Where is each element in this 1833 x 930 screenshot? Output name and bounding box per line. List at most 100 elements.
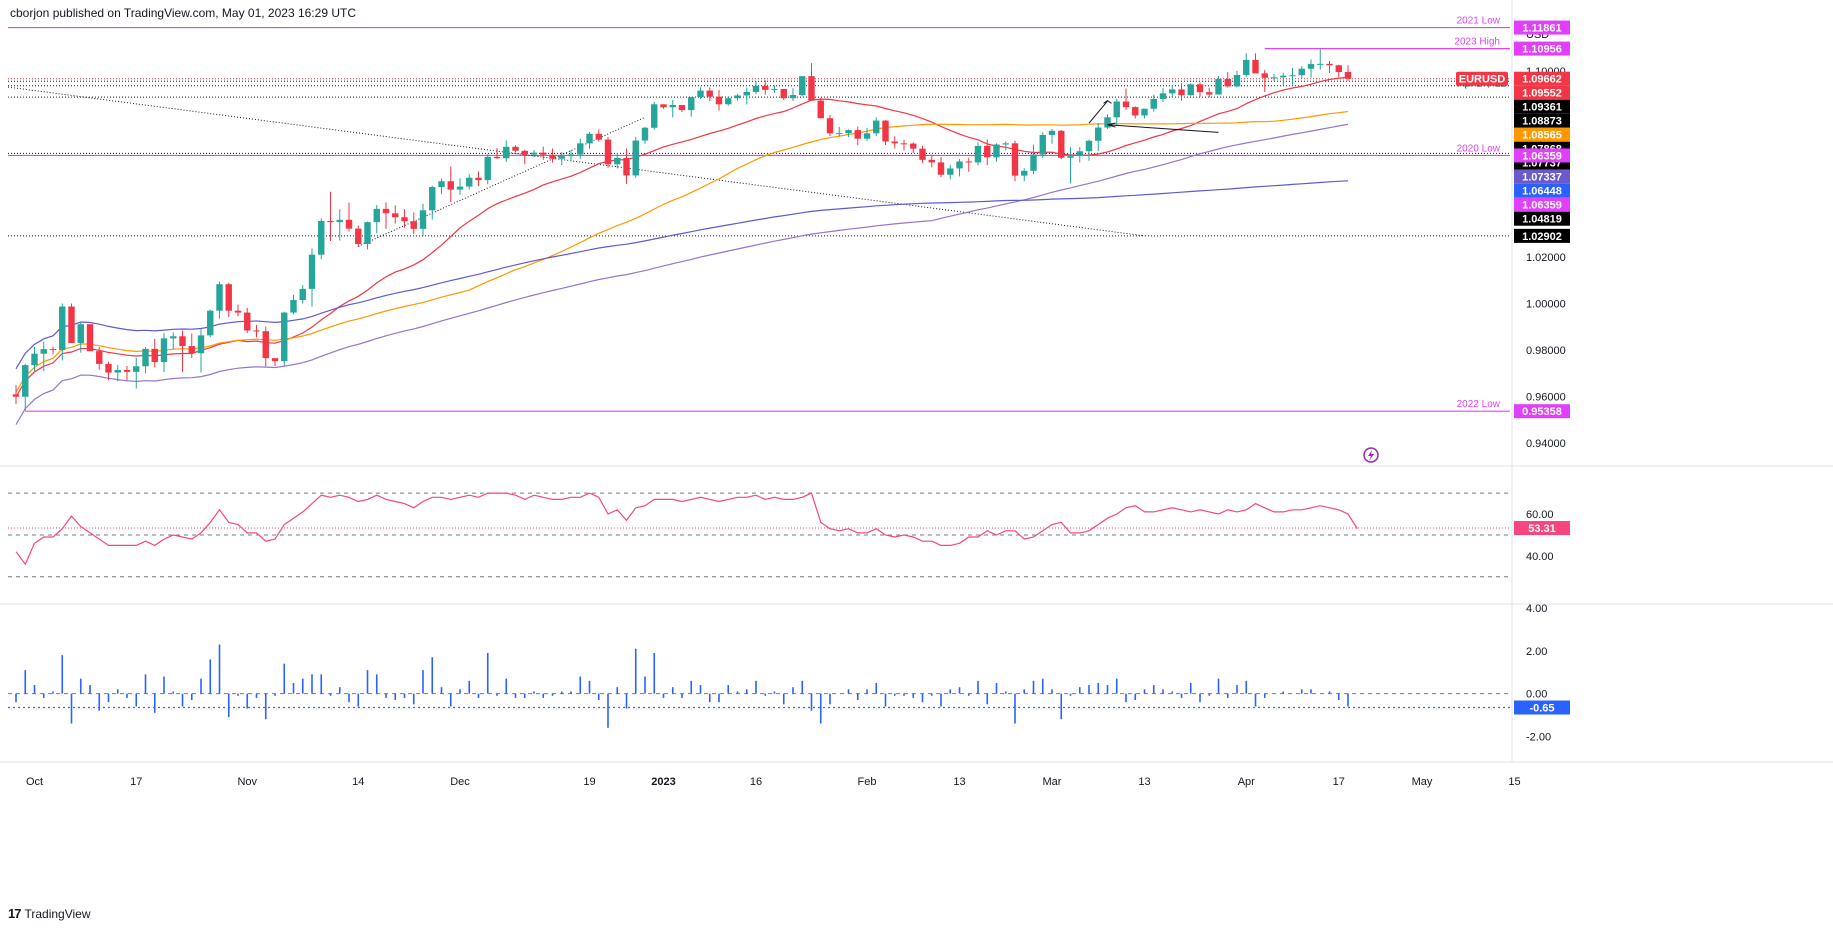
time-tick-label: 13 [1138, 776, 1150, 788]
candle-body [1002, 143, 1009, 145]
rsi-tick-label: 60.00 [1526, 509, 1554, 521]
candle-body [447, 181, 454, 190]
candle-body [697, 90, 704, 98]
candle-body [345, 219, 353, 229]
candle-body [1233, 75, 1241, 87]
up-arrow-head [1103, 99, 1112, 104]
price-tag-label: 1.06448 [1522, 186, 1562, 198]
candle-body [567, 154, 575, 157]
candle-body [1067, 156, 1074, 158]
candle-body [873, 120, 880, 134]
candle-body [623, 157, 630, 176]
candle-body [225, 284, 232, 311]
sma-100-line [15, 123, 1349, 425]
candle-body [651, 104, 658, 128]
candle-body [382, 208, 390, 214]
candle-body [1187, 84, 1194, 96]
hist-tick-label: -2.00 [1526, 731, 1551, 743]
candle-body [410, 221, 417, 229]
candle-body [77, 324, 84, 344]
lightning-icon [1363, 447, 1379, 463]
candle-body [318, 220, 325, 255]
candle-body [752, 85, 760, 92]
candle-body [632, 140, 639, 176]
level-label: 2021 Low [1457, 16, 1501, 27]
candle-body [1196, 84, 1204, 93]
candle-body [1261, 73, 1268, 78]
candle-body [882, 120, 889, 142]
sma-50-line [15, 110, 1349, 393]
candle-body [1113, 101, 1120, 118]
candle-body [910, 143, 917, 149]
candle-body [1169, 89, 1176, 94]
candle-body [688, 97, 695, 111]
candle-body [1030, 154, 1037, 171]
candle-body [1021, 170, 1028, 176]
candle-body [928, 159, 935, 163]
candle-body [197, 335, 205, 354]
price-tag-label: 1.09662 [1522, 74, 1562, 86]
candle-body [984, 145, 991, 158]
candle-body [549, 154, 556, 159]
candle-body [151, 348, 158, 363]
price-tag-label: 1.08565 [1522, 130, 1562, 142]
symbol-tag-label: EURUSD [1459, 74, 1506, 86]
candle-body [40, 349, 47, 354]
time-tick-label: 17 [1333, 776, 1345, 788]
candle-body [1159, 93, 1167, 99]
candle-body [133, 366, 140, 372]
candle-body [826, 118, 834, 134]
candle-body [1298, 68, 1305, 76]
price-tag-bg [1514, 85, 1570, 100]
candle-body [1326, 63, 1333, 66]
price-tag-bg [1514, 197, 1570, 212]
candle-body [484, 156, 491, 181]
candle-body [789, 94, 797, 99]
time-tick-label: May [1412, 776, 1433, 788]
rsi-line [15, 492, 1358, 566]
tradingview-brand: TradingView [24, 906, 91, 921]
level-label: 2020 Low [1457, 143, 1501, 154]
candle-body [308, 254, 316, 289]
candle-body [799, 76, 806, 95]
candle-body [993, 144, 1000, 158]
candle-body [715, 96, 723, 105]
rsi-tag-bg [1514, 521, 1570, 536]
candle-body [364, 222, 371, 244]
tradingview-footer[interactable]: 17 TradingView [8, 906, 91, 921]
rsi-tag-label: 53.31 [1528, 523, 1556, 535]
candle-body [1141, 108, 1148, 116]
candle-body [123, 369, 131, 372]
candle-body [706, 90, 713, 97]
candle-body [521, 150, 528, 155]
price-tag-label: 1.06359 [1522, 200, 1562, 212]
price-tag-bg [1514, 113, 1570, 128]
candle-body [327, 220, 334, 223]
level-tag-bg [1514, 404, 1570, 419]
price-tick-label: 1.02000 [1526, 252, 1566, 264]
time-tick-label: Mar [1043, 776, 1062, 788]
candle-body [216, 284, 223, 311]
candle-body [1076, 151, 1083, 157]
candle-body [401, 217, 408, 222]
time-tick-label: 16 [750, 776, 762, 788]
candle-body [577, 143, 584, 155]
level-label: 2023 High [1454, 37, 1500, 48]
level-tag-label: 1.06359 [1522, 150, 1562, 162]
candle-body [429, 187, 436, 211]
candle-body [1252, 59, 1259, 74]
candle-body [1224, 78, 1231, 87]
candle-body [900, 143, 908, 145]
candle-body [1150, 98, 1157, 109]
candle-body [1289, 75, 1296, 77]
candle-body [49, 349, 57, 351]
time-tick-label: Feb [858, 776, 877, 788]
candle-body [456, 186, 464, 190]
price-tag-label: 1.08873 [1522, 116, 1562, 128]
candle-body [1132, 107, 1139, 116]
candle-body [96, 351, 103, 364]
candle-body [1085, 140, 1093, 152]
candle-body [170, 336, 177, 339]
candle-body [438, 181, 445, 188]
